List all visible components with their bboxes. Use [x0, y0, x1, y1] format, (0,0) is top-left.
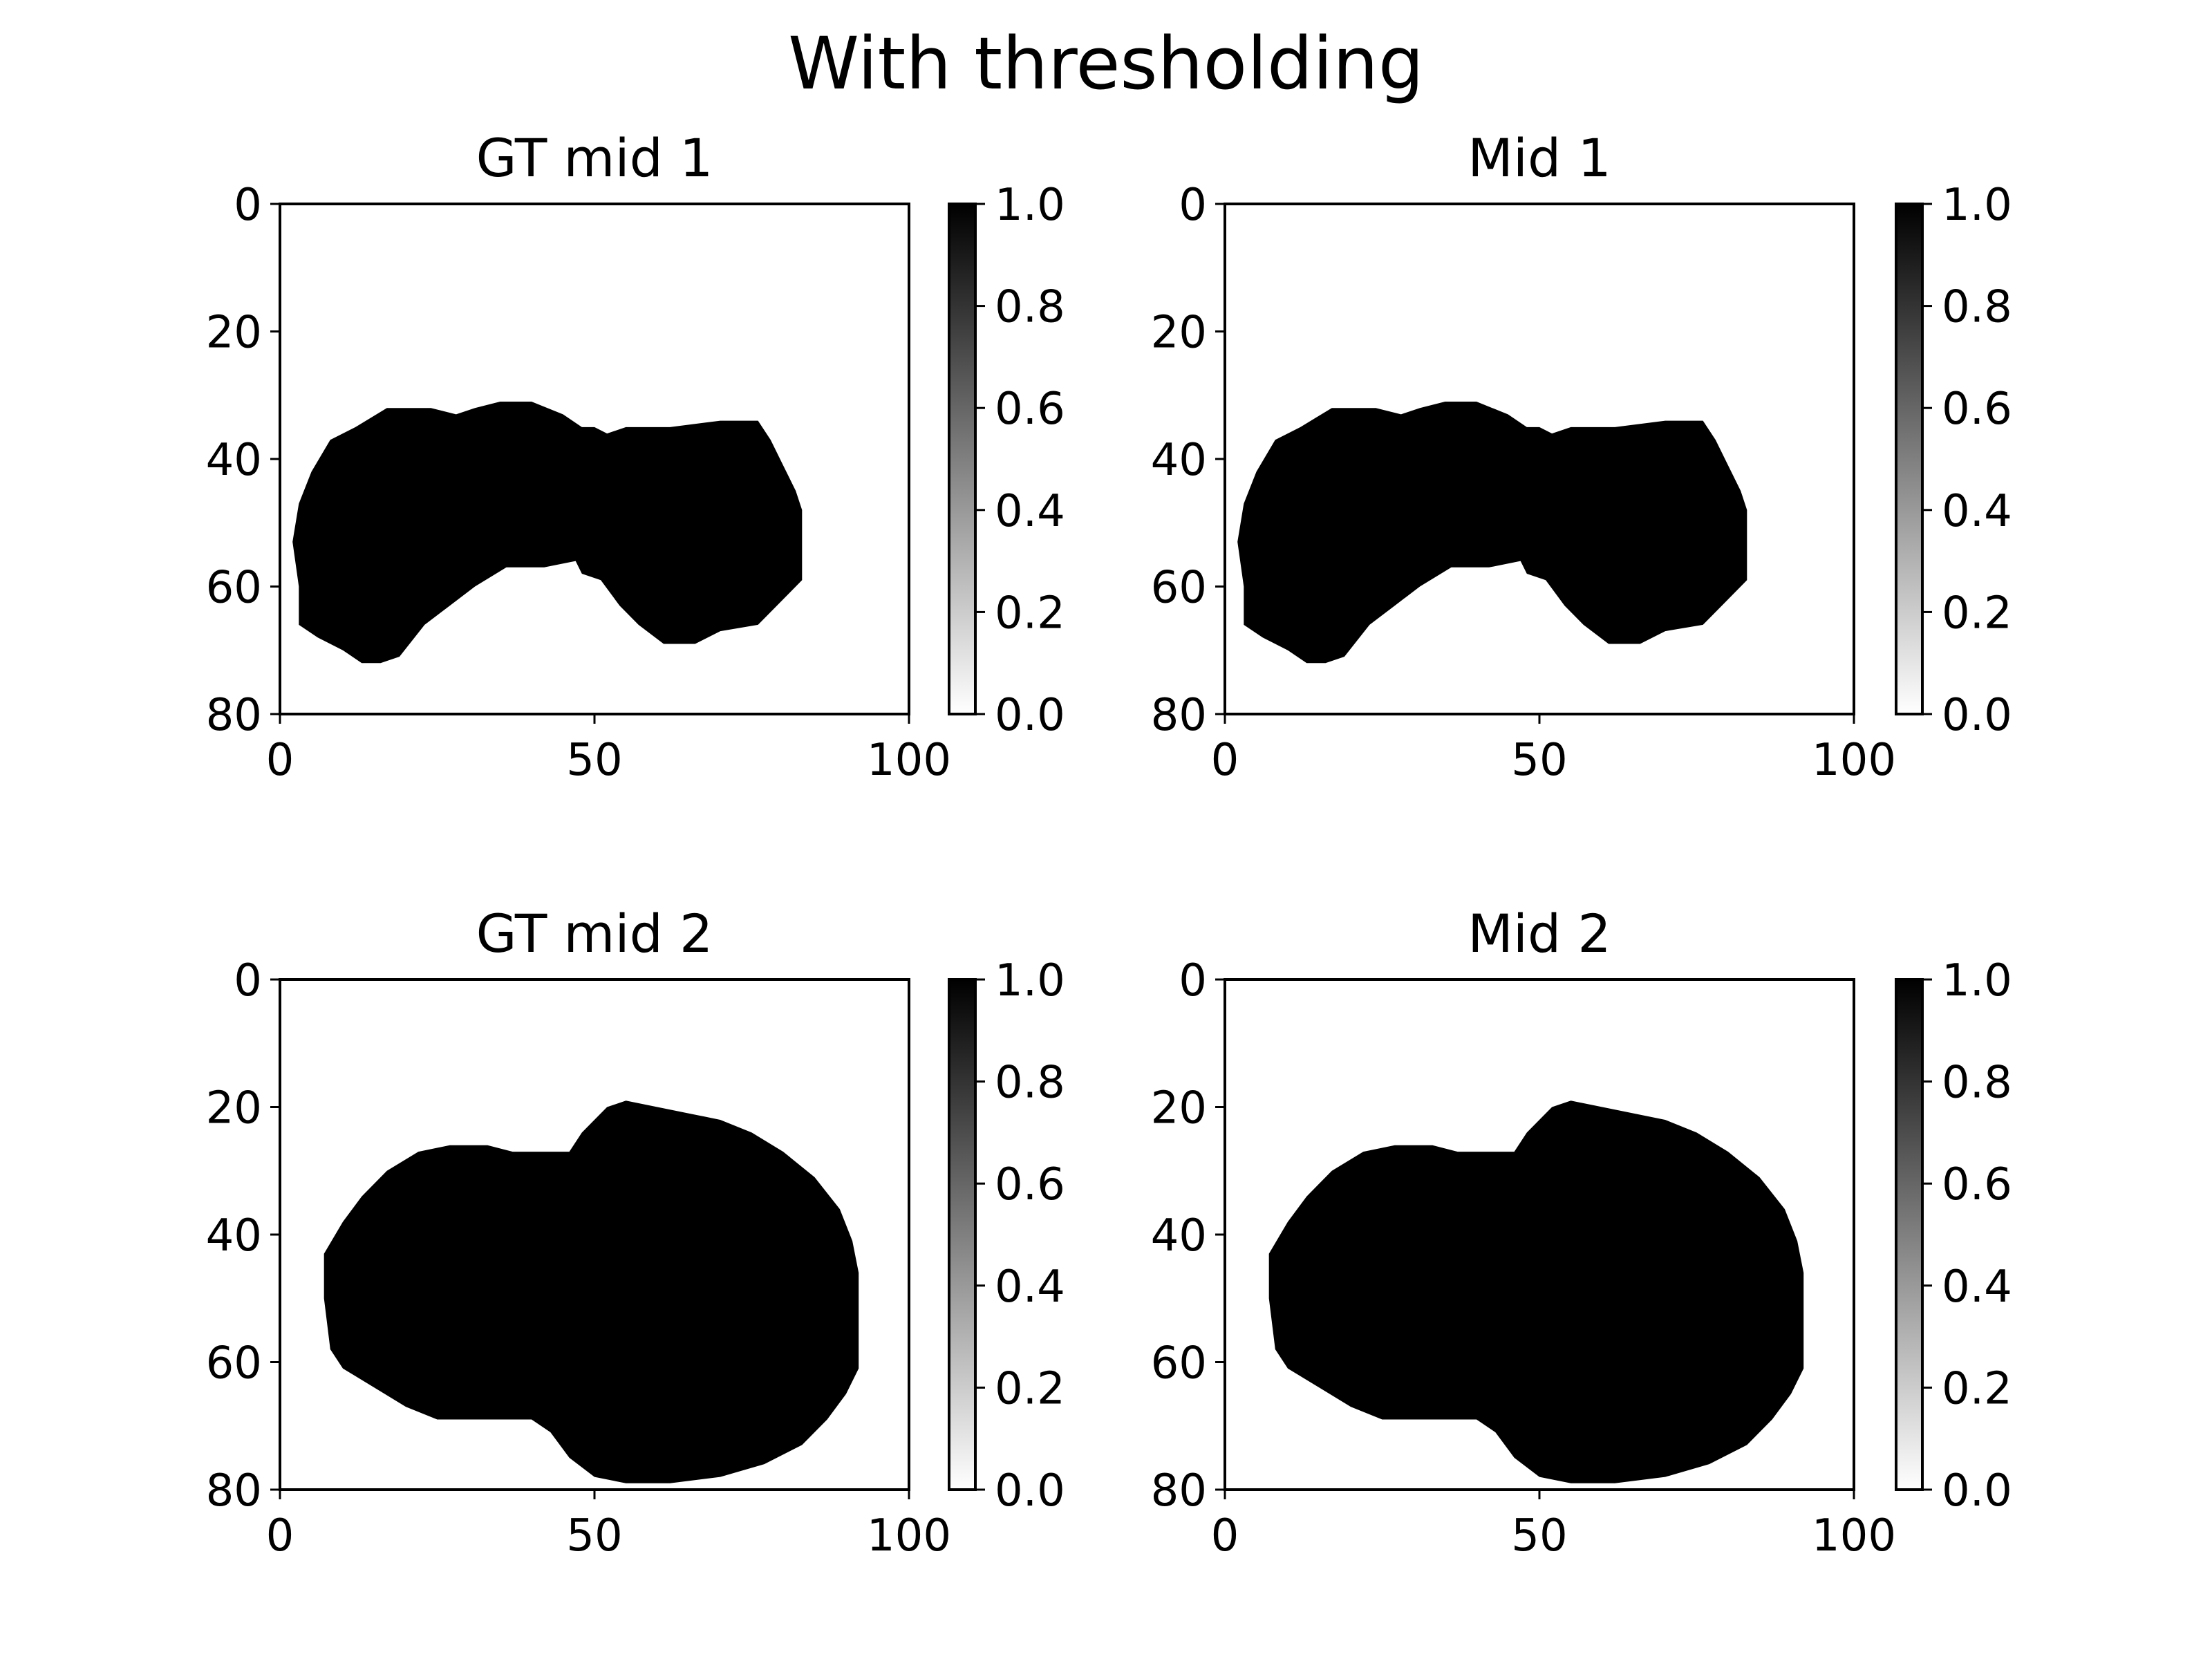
colorbar-tick-label: 1.0 [1942, 180, 2012, 231]
panel-title: GT mid 1 [476, 127, 713, 189]
colorbar: 0.0 0.2 0.4 0.6 0.8 1.0 [1895, 180, 2012, 741]
panel-title: Mid 1 [1468, 127, 1611, 189]
colorbar-tick-label: 0.6 [1942, 1159, 2012, 1210]
panel-mid-2: Mid 2 0 50 100 0 20 40 60 80 0.0 0.2 0.4 0.6 0.8 1.0 [1151, 903, 2012, 1562]
colorbar-frame [948, 203, 977, 715]
colorbar-tick-label: 1.0 [1942, 955, 2012, 1006]
colorbar-tick-label: 0.4 [1942, 1262, 2012, 1313]
x-tick-label: 0 [1211, 1510, 1239, 1562]
colorbar-tick-label: 0.2 [1942, 588, 2012, 639]
colorbar-tick-label: 0.8 [1942, 1058, 2012, 1109]
x-tick-label: 0 [266, 735, 294, 786]
colorbar-tick-label: 1.0 [995, 180, 1065, 231]
y-tick-label: 0 [1179, 955, 1207, 1006]
colorbar-gradient [949, 980, 975, 1490]
y-tick-label: 60 [206, 563, 262, 614]
y-tick-label: 20 [1151, 308, 1207, 359]
colorbar-tick-label: 0.8 [1942, 282, 2012, 333]
colorbar-tick-label: 0.6 [995, 1159, 1065, 1210]
x-tick-label: 100 [1812, 1510, 1896, 1562]
colorbar-tick-label: 0.4 [995, 486, 1065, 537]
x-tick-label: 50 [1511, 735, 1567, 786]
colorbar: 0.0 0.2 0.4 0.6 0.8 1.0 [948, 955, 1065, 1517]
panel-gt-mid-1: GT mid 1 0 50 100 0 20 40 60 80 0.0 0.2 0.4 0.6 0.8 1.… [206, 127, 1065, 786]
x-tick-label: 0 [266, 1510, 294, 1562]
colorbar-tick-label: 0.6 [995, 384, 1065, 435]
colorbar-gradient [1896, 204, 1922, 714]
colorbar-tick-label: 0.0 [995, 690, 1065, 741]
y-tick-label: 40 [206, 435, 262, 486]
colorbar-tick-label: 0.0 [1942, 1465, 2012, 1517]
y-tick-label: 40 [206, 1210, 262, 1262]
colorbar-tick-label: 0.4 [1942, 486, 2012, 537]
x-tick-label: 50 [1511, 1510, 1567, 1562]
colorbar-tick-label: 0.4 [995, 1262, 1065, 1313]
mask-region [1268, 1100, 1804, 1483]
mask-region [1237, 402, 1747, 664]
y-tick-label: 20 [206, 308, 262, 359]
colorbar-tick-label: 0.8 [995, 1058, 1065, 1109]
colorbar: 0.0 0.2 0.4 0.6 0.8 1.0 [948, 180, 1065, 741]
colorbar-tick-label: 0.6 [1942, 384, 2012, 435]
figure-title: With thresholding [788, 21, 1424, 106]
colorbar-frame [948, 978, 977, 1491]
y-tick-label: 60 [206, 1338, 262, 1389]
panel-mid-1: Mid 1 0 50 100 0 20 40 60 80 0.0 0.2 0.4 0.6 0.8 1.0 [1151, 127, 2012, 786]
y-tick-label: 0 [234, 180, 262, 231]
y-tick-label: 80 [1151, 690, 1207, 741]
y-tick-label: 0 [234, 955, 262, 1006]
y-tick-label: 20 [1151, 1083, 1207, 1134]
x-tick-label: 100 [1812, 735, 1896, 786]
y-tick-label: 60 [1151, 1338, 1207, 1389]
colorbar: 0.0 0.2 0.4 0.6 0.8 1.0 [1895, 955, 2012, 1517]
y-tick-label: 20 [206, 1083, 262, 1134]
y-tick-label: 0 [1179, 180, 1207, 231]
subplot-grid: GT mid 1 0 50 100 0 20 40 60 80 0.0 0.2 0.4 0.6 0.8 1.… [206, 127, 2012, 1562]
y-tick-label: 80 [206, 690, 262, 741]
x-tick-label: 100 [867, 1510, 951, 1562]
y-tick-label: 60 [1151, 563, 1207, 614]
mask-region [324, 1100, 859, 1483]
x-tick-label: 100 [867, 735, 951, 786]
colorbar-frame [1895, 203, 1924, 715]
colorbar-tick-label: 0.8 [995, 282, 1065, 333]
colorbar-tick-label: 1.0 [995, 955, 1065, 1006]
colorbar-tick-label: 0.0 [995, 1465, 1065, 1517]
x-tick-label: 50 [566, 1510, 622, 1562]
mask-region [292, 402, 803, 664]
panel-title: Mid 2 [1468, 903, 1611, 964]
colorbar-gradient [1896, 980, 1922, 1490]
x-tick-label: 0 [1211, 735, 1239, 786]
colorbar-tick-label: 0.2 [995, 588, 1065, 639]
panel-gt-mid-2: GT mid 2 0 50 100 0 20 40 60 80 0.0 0.2 0.4 0.6 0.8 1.… [206, 903, 1065, 1562]
y-tick-label: 40 [1151, 1210, 1207, 1262]
colorbar-tick-label: 0.2 [1942, 1363, 2012, 1414]
y-tick-label: 80 [206, 1465, 262, 1517]
x-tick-label: 50 [566, 735, 622, 786]
colorbar-tick-label: 0.2 [995, 1363, 1065, 1414]
y-tick-label: 40 [1151, 435, 1207, 486]
panel-title: GT mid 2 [476, 903, 713, 964]
colorbar-frame [1895, 978, 1924, 1491]
colorbar-tick-label: 0.0 [1942, 690, 2012, 741]
y-tick-label: 80 [1151, 1465, 1207, 1517]
colorbar-gradient [949, 204, 975, 714]
